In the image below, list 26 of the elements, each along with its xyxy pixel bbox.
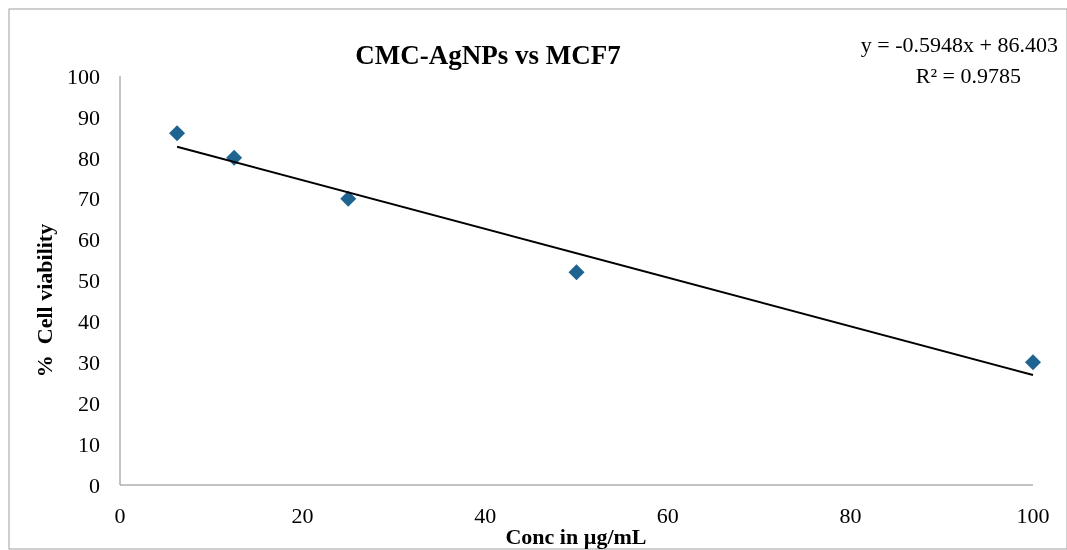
y-tick-label: 20	[78, 390, 100, 416]
x-tick-label: 80	[839, 503, 862, 528]
y-tick-label: 10	[78, 431, 100, 457]
point	[169, 125, 186, 142]
y-tick-label: 40	[78, 309, 100, 335]
x-tick-label: 60	[656, 503, 679, 528]
y-tick-label: 70	[78, 186, 100, 212]
y-tick-label: 80	[78, 145, 100, 171]
x-tick-label: 40	[474, 503, 497, 528]
y-tick-label: 30	[78, 350, 100, 375]
chart-title: CMC-AgNPs vs MCF7	[355, 40, 621, 70]
x-tick-label: 0	[114, 503, 126, 528]
y-tick-label: 60	[78, 227, 100, 253]
point	[1025, 354, 1041, 371]
y-tick-label: 100	[67, 63, 100, 89]
y-tick-label: 0	[89, 472, 100, 498]
text: y = -0.5948x + 86.403	[860, 32, 1058, 57]
point	[340, 190, 357, 207]
x-tick-label: 20	[291, 503, 314, 528]
y-tick-label: 50	[78, 268, 100, 294]
x-tick-label: 100	[1016, 503, 1050, 528]
annotation: R² = 0.9785	[915, 63, 1021, 88]
point	[568, 264, 585, 281]
y-tick-label: 90	[78, 104, 100, 130]
x-axis-title: Conc in µg/mL	[505, 524, 647, 549]
y-axis-title: % Cell viability	[32, 223, 57, 378]
